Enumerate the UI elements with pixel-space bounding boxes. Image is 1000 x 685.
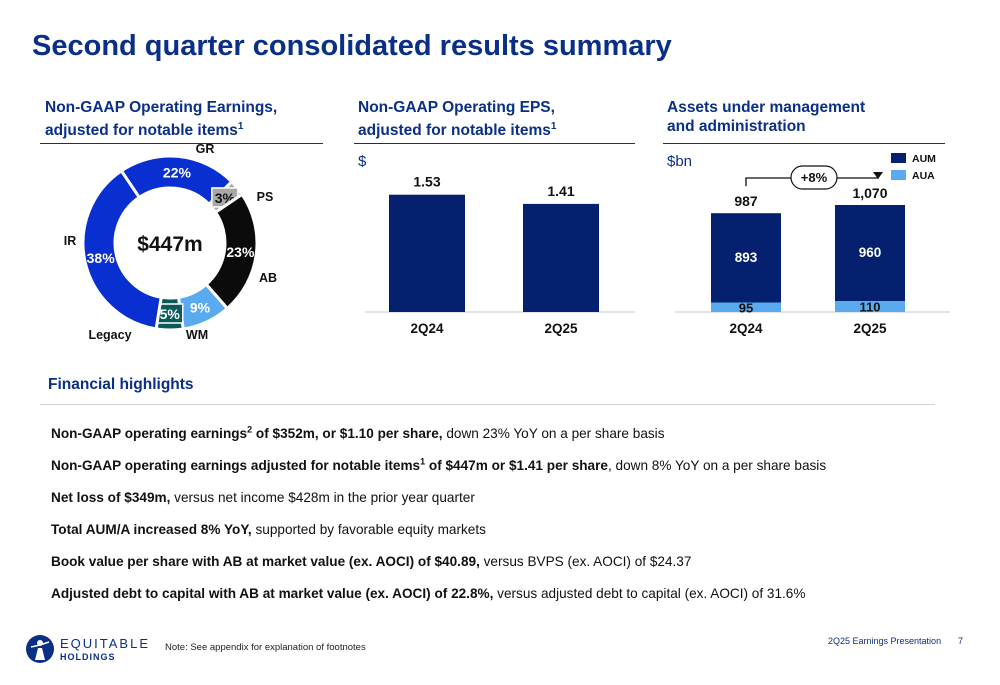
total-value-label: 987	[734, 193, 758, 209]
highlight-rest-text: versus net income $428m in the prior yea…	[170, 490, 475, 505]
aum-panel-rule	[663, 143, 945, 144]
donut-pct-ab: 23%	[226, 244, 255, 260]
aua-bar-2q24	[711, 302, 781, 312]
aua-value-label: 95	[739, 300, 753, 315]
growth-badge	[790, 165, 838, 190]
aum-unit-label: $bn	[667, 153, 693, 170]
eps-unit-label: $	[358, 153, 367, 170]
growth-label: +8%	[801, 170, 828, 185]
aum-value-label: 893	[735, 250, 758, 265]
earnings-panel-title: Non-GAAP Operating Earnings, adjusted fo…	[45, 98, 277, 140]
highlight-bold-text-2: of $352m, or $1.10 per share,	[252, 426, 443, 441]
highlight-item: Net loss of $349m, versus net income $42…	[51, 488, 971, 520]
equitable-figure-icon	[26, 635, 54, 663]
aum-stacked-bar-chart: 95 893 987 2Q24 110 960 1,070 2Q25 +8% AUM AUA	[675, 153, 950, 336]
eps-panel-title: Non-GAAP Operating EPS, adjusted for not…	[358, 98, 556, 140]
legend-label-aua: AUA	[912, 170, 935, 182]
logo-name: EQUITABLE	[60, 636, 151, 651]
aum-category-label: 2Q24	[729, 321, 763, 336]
donut-cat-ps: PS	[257, 190, 274, 204]
aum-panel-title: Assets under management and administrati…	[667, 98, 865, 136]
legend-label-aum: AUM	[912, 153, 936, 165]
eps-title-line2-wrap: adjusted for notable items1	[358, 117, 556, 140]
highlight-item: Non-GAAP operating earnings adjusted for…	[51, 456, 971, 488]
total-value-label: 1,070	[852, 185, 887, 201]
eps-title-footnote: 1	[550, 121, 557, 132]
highlight-bold-text: Non-GAAP operating earnings adjusted for…	[51, 458, 421, 473]
aum-value-label: 960	[859, 245, 882, 260]
highlight-footnote: 1	[420, 456, 426, 467]
highlight-item: Book value per share with AB at market v…	[51, 552, 971, 584]
donut-cat-ir: IR	[64, 234, 77, 248]
eps-value-label: 1.53	[413, 174, 440, 190]
donut-cat-wm: WM	[186, 328, 208, 342]
earnings-title-line2: adjusted for notable items	[45, 122, 238, 140]
aum-title-line1: Assets under management	[667, 99, 866, 116]
donut-pct-gr: 22%	[163, 164, 192, 180]
page-title: Second quarter consolidated results summ…	[32, 30, 672, 62]
aua-value-label: 110	[860, 300, 881, 315]
highlight-bold-text-2: of $447m or $1.41 per share	[425, 458, 608, 473]
donut-cat-ab: AB	[259, 271, 277, 285]
eps-category-label: 2Q25	[544, 321, 578, 336]
highlight-footnote: 2	[247, 424, 253, 435]
eps-bar-chart: 1.53 2Q24 1.41 2Q25	[365, 174, 635, 336]
financial-highlights-rule	[40, 404, 935, 405]
eps-category-label: 2Q24	[410, 321, 444, 336]
earnings-title-line2-wrap: adjusted for notable items1	[45, 117, 277, 140]
logo-subtitle: HOLDINGS	[60, 652, 116, 662]
highlight-bold-text: Book value per share with AB at market v…	[51, 554, 480, 569]
aum-category-label: 2Q25	[853, 321, 887, 336]
donut-slice-ir	[81, 168, 163, 331]
legend-swatch-aum	[891, 153, 906, 163]
eps-value-label: 1.41	[547, 183, 574, 199]
aum-bar-2q24	[711, 213, 781, 303]
highlight-rest-text: down 23% YoY on a per share basis	[442, 426, 665, 441]
presentation-name: 2Q25 Earnings Presentation	[828, 636, 942, 646]
highlight-rest-text: versus adjusted debt to capital (ex. AOC…	[493, 586, 806, 601]
donut-cat-gr: GR	[196, 142, 215, 156]
donut-pct-ir: 38%	[87, 250, 116, 266]
highlight-bold-text: Adjusted debt to capital with AB at mark…	[51, 586, 494, 601]
eps-title-line2: adjusted for notable items	[358, 122, 551, 140]
eps-bar-2q25	[523, 203, 599, 312]
highlight-item: Total AUM/A increased 8% YoY, supported …	[51, 520, 971, 552]
donut-center-label: $447m	[137, 233, 202, 256]
donut-pct-legacy: 5%	[160, 306, 181, 322]
earnings-panel-rule	[40, 143, 323, 144]
footnote-note: Note: See appendix for explanation of fo…	[165, 642, 366, 653]
eps-title-line1: Non-GAAP Operating EPS,	[358, 99, 555, 116]
highlight-rest-text: versus BVPS (ex. AOCI) of $24.37	[479, 554, 692, 569]
eps-panel-rule	[354, 143, 635, 144]
highlight-rest-text: , down 8% YoY on a per share basis	[607, 458, 827, 473]
growth-arrowhead	[873, 172, 883, 179]
donut-cat-legacy: Legacy	[88, 328, 131, 342]
highlight-rest-text: supported by favorable equity markets	[251, 522, 486, 537]
highlights-list: Non-GAAP operating earnings2 of $352m, o…	[51, 424, 971, 616]
earnings-title-line1: Non-GAAP Operating Earnings,	[45, 99, 278, 116]
highlight-bold-text: Net loss of $349m,	[51, 490, 171, 505]
financial-highlights-title: Financial highlights	[48, 376, 194, 393]
aua-bar-2q25	[835, 301, 905, 312]
donut-pct-wm: 9%	[190, 299, 211, 315]
earnings-title-footnote: 1	[237, 121, 244, 132]
highlight-item: Adjusted debt to capital with AB at mark…	[51, 584, 971, 616]
legend-swatch-aua	[891, 170, 906, 180]
highlight-item: Non-GAAP operating earnings2 of $352m, o…	[51, 424, 971, 456]
page-number: 7	[958, 636, 964, 646]
eps-bar-2q24	[389, 194, 465, 312]
highlight-bold-text: Total AUM/A increased 8% YoY,	[51, 522, 252, 537]
highlight-bold-text: Non-GAAP operating earnings	[51, 426, 248, 441]
aum-title-line2: and administration	[667, 118, 806, 135]
aum-bar-2q25	[835, 205, 905, 301]
